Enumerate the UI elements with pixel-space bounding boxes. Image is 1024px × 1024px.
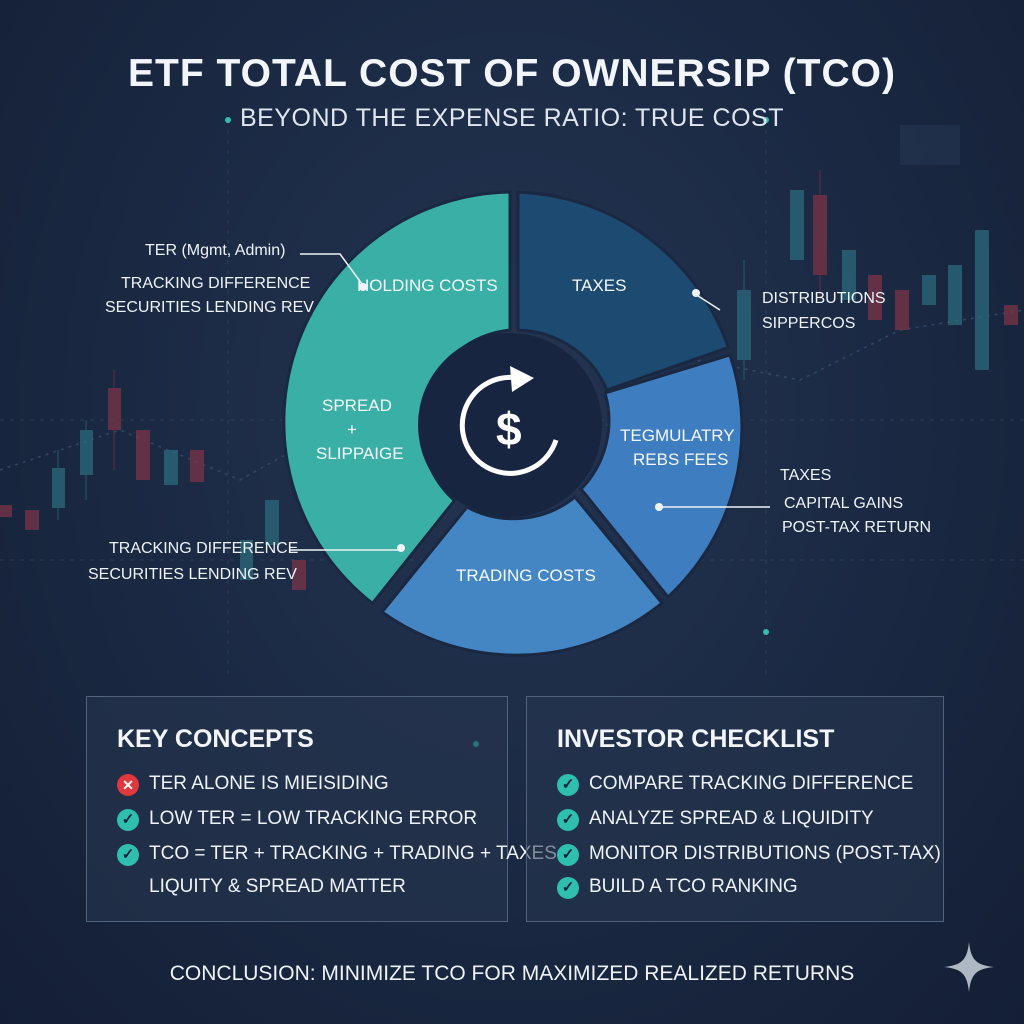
sparkle-icon	[944, 942, 994, 992]
check-icon: ✓	[557, 809, 579, 831]
investor-checklist-title: INVESTOR CHECKLIST	[557, 725, 835, 753]
callout-ter: TER (Mgmt, Admin)	[145, 242, 286, 259]
check-icon: ✓	[557, 877, 579, 899]
callout-right-bottom-1: TAXES	[780, 467, 832, 484]
candles-left	[0, 370, 306, 590]
page-subtitle: BEYOND THE EXPENSE RATIO: TRUE COST	[240, 104, 784, 132]
dollar-symbol: $	[496, 403, 522, 455]
segment-regulatory-fees	[578, 353, 744, 600]
investor-checklist-panel: INVESTOR CHECKLIST ✓ COMPARE TRACKING DI…	[526, 696, 944, 922]
callout-left-bottom-2: SECURITIES LENDING REV	[88, 566, 297, 583]
page-title: ETF TOTAL COST OF OWNERSIP (TCO)	[128, 52, 896, 95]
segment-label-spread-2: +	[347, 420, 357, 439]
center-hub	[418, 333, 602, 517]
callout-left-top-1: TRACKING DIFFERENCE	[121, 275, 311, 292]
callout-left-bottom-1: TRACKING DIFFERENCE	[109, 540, 299, 557]
segment-label-regulatory-1: TEGMULATRY	[620, 426, 735, 445]
segment-taxes	[516, 190, 731, 392]
segment-label-taxes: TAXES	[572, 276, 627, 295]
key-concepts-title: KEY CONCEPTS	[117, 725, 314, 753]
check-icon: ✓	[557, 844, 579, 866]
conclusion-text: CONCLUSION: MINIMIZE TCO FOR MAXIMIZED R…	[169, 962, 855, 985]
segment-trading-costs	[379, 494, 665, 657]
key-concepts-panel: KEY CONCEPTS ✕ TER ALONE IS MIEISIDING ✓…	[86, 696, 557, 922]
check-icon: ✓	[117, 809, 139, 831]
segment-label-spread-1: SPREAD	[322, 396, 392, 415]
check-icon: ✓	[117, 844, 139, 866]
segment-label-regulatory-2: REBS FEES	[633, 450, 729, 469]
callout-right-top-2: SIPPERCOS	[762, 315, 856, 332]
dollar-cycle-icon	[459, 366, 559, 476]
cross-icon: ✕	[117, 774, 139, 796]
callout-right-bottom-2: CAPITAL GAINS	[784, 495, 904, 512]
segment-label-spread-3: SLIPPAIGE	[316, 444, 404, 463]
callout-left-top-2: SECURITIES LENDING REV	[105, 299, 314, 316]
segment-label-holding: HOLDING COSTS	[357, 276, 498, 295]
callout-right-top-1: DISTRIBUTIONS	[762, 290, 886, 307]
segment-label-trading: TRADING COSTS	[456, 566, 596, 585]
check-icon: ✓	[557, 774, 579, 796]
callout-right-bottom-3: POST-TAX RETURN	[782, 519, 932, 536]
